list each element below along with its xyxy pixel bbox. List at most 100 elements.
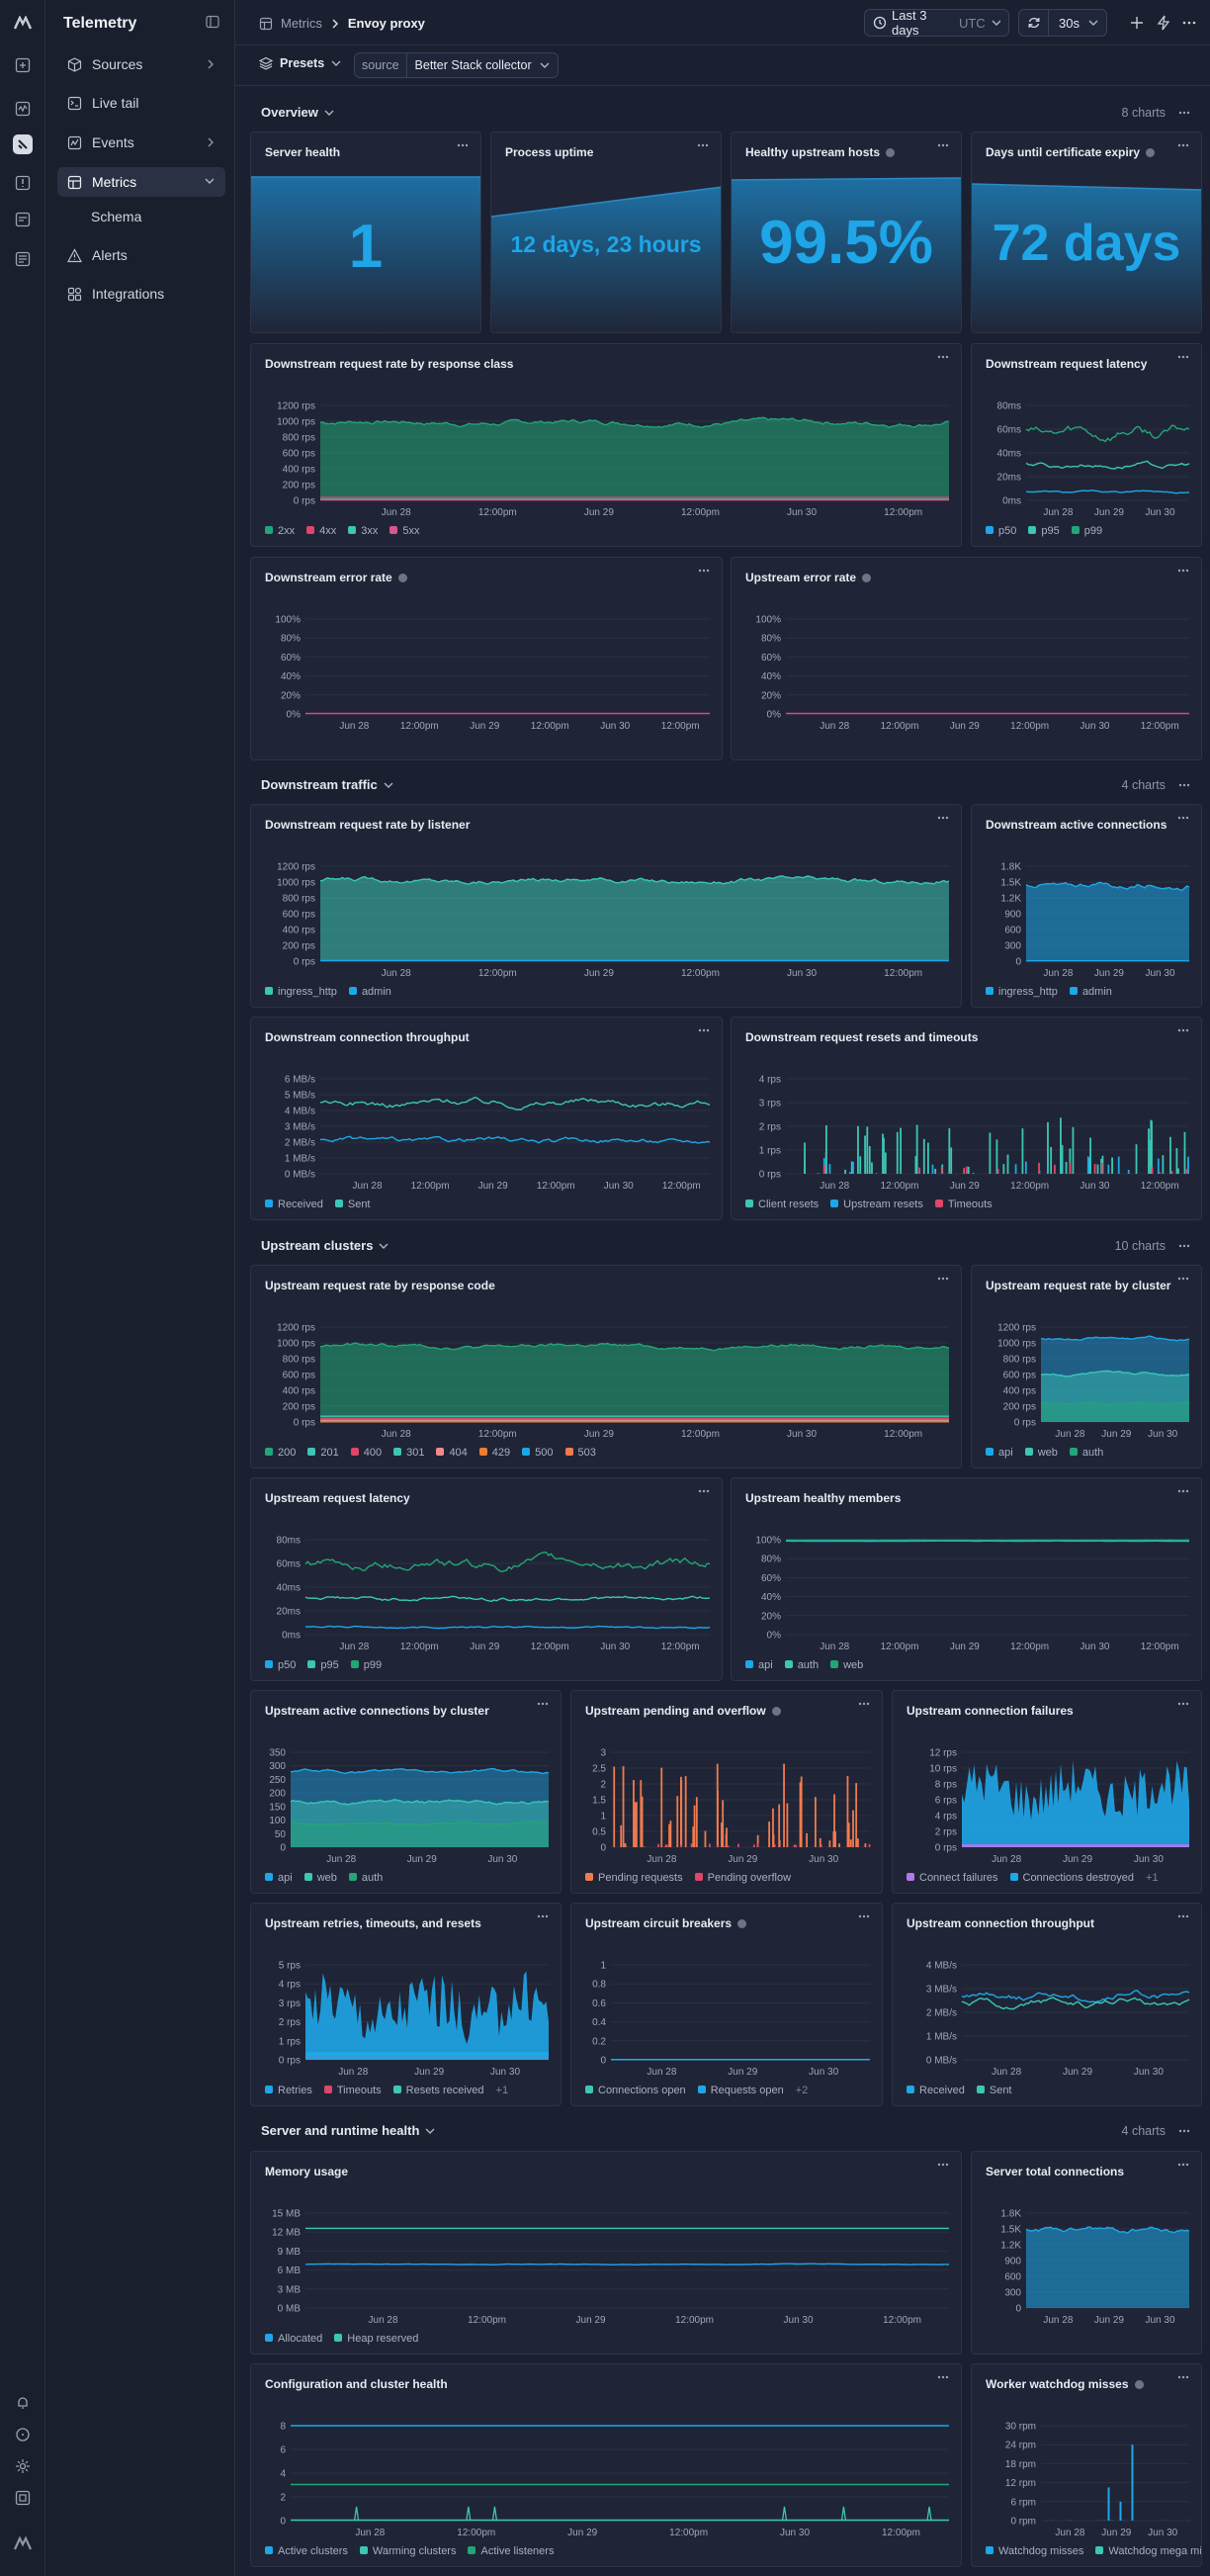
legend-item[interactable]: Allocated (265, 2333, 322, 2345)
legend-item[interactable]: p50 (986, 525, 1016, 537)
info-icon[interactable] (1146, 147, 1156, 157)
more-options-icon[interactable] (698, 1028, 710, 1032)
sidebar-item-schema[interactable]: Schema (81, 202, 225, 231)
add-icon[interactable] (13, 55, 33, 75)
legend-item[interactable]: auth (1069, 1447, 1103, 1459)
chart-card-c_drrt[interactable]: Downstream request resets and timeouts 4 … (731, 1017, 1202, 1220)
legend-item[interactable]: Received (907, 2085, 965, 2096)
legend-item[interactable]: p95 (1028, 525, 1060, 537)
info-icon[interactable] (737, 1918, 747, 1928)
legend-item[interactable]: api (986, 1447, 1013, 1459)
chart-card-c_dac[interactable]: Downstream active connections 1.8K 1.5K 1.2… (971, 804, 1202, 1008)
more-options-icon[interactable] (937, 1277, 949, 1281)
chart-card-c_stc[interactable]: Server total connections 1.8K 1.5K 1.2K 900 6… (971, 2151, 1202, 2354)
more-options-icon[interactable] (937, 355, 949, 359)
chart-card-c_urtr[interactable]: Upstream retries, timeouts, and resets 5 … (250, 1903, 562, 2106)
chart-card-c_der[interactable]: Downstream error rate 100% 80% 60% 40% 20% 0% J… (250, 557, 723, 760)
legend-item[interactable]: p50 (265, 1659, 296, 1671)
stat-card-server-health[interactable]: Server health 1 (250, 132, 481, 333)
legend-item[interactable]: Warming clusters (359, 2545, 456, 2557)
section-header-upstream-clusters[interactable]: Upstream clusters (261, 1238, 389, 1253)
stat-card-certificate-expiry[interactable]: Days until certificate expiry 72 days (971, 132, 1202, 333)
chart-card-c_drr[interactable]: Downstream request rate by response clas… (250, 343, 962, 547)
refresh-icon[interactable] (1019, 10, 1049, 36)
legend-item[interactable]: ingress_http (986, 986, 1058, 998)
bell-icon[interactable] (13, 2393, 33, 2413)
more-options-icon[interactable] (537, 1702, 549, 1706)
collapse-sidebar-icon[interactable] (206, 15, 219, 29)
info-icon[interactable] (1134, 2379, 1144, 2389)
legend-item[interactable]: Sent (976, 2085, 1012, 2096)
add-chart-icon[interactable] (1130, 16, 1144, 30)
chart-card-c_drl2[interactable]: Downstream request rate by listener 1200 … (250, 804, 962, 1008)
legend-item[interactable]: Active clusters (265, 2545, 348, 2557)
legend-item[interactable]: p95 (307, 1659, 339, 1671)
chart-card-c_wwm[interactable]: Worker watchdog misses 30 rpm 24 rpm 18 rpm… (971, 2363, 1202, 2567)
legend-item[interactable]: p99 (1071, 525, 1102, 537)
legend-item[interactable]: Active listeners (468, 2545, 554, 2557)
timerange-select[interactable]: Last 3 days UTC (864, 8, 1009, 38)
legend-item[interactable]: web (303, 1872, 337, 1884)
section-more-icon[interactable] (1178, 1244, 1190, 1248)
legend-item[interactable]: p99 (350, 1659, 382, 1671)
legend-item[interactable]: Connections open (585, 2085, 686, 2096)
section-header-server-runtime-health[interactable]: Server and runtime health (261, 2123, 435, 2138)
more-options-icon[interactable] (1177, 1028, 1189, 1032)
legend-item[interactable]: Upstream resets (830, 1199, 923, 1210)
legend-item[interactable]: 4xx (306, 525, 336, 537)
chart-card-c_mem[interactable]: Memory usage 15 MB 12 MB 9 MB 6 MB 3 MB 0 MB Ju… (250, 2151, 962, 2354)
refresh-control[interactable]: 30s (1018, 9, 1107, 37)
legend-item[interactable]: 2xx (265, 525, 295, 537)
legend-item[interactable]: Heap reserved (334, 2333, 418, 2345)
more-options-icon[interactable] (697, 143, 709, 147)
chart-card-c_urcl[interactable]: Upstream request rate by cluster 1200 rps… (971, 1265, 1202, 1468)
sidebar-item-events[interactable]: Events (57, 128, 225, 157)
more-options-icon[interactable] (698, 1489, 710, 1493)
breadcrumb-metrics[interactable]: Metrics (281, 16, 322, 31)
sidebar-item-alerts[interactable]: Alerts (57, 240, 225, 270)
lightning-icon[interactable] (1157, 15, 1170, 31)
more-options-icon[interactable] (937, 2375, 949, 2379)
legend-item[interactable]: 404 (436, 1447, 468, 1459)
logo-icon[interactable] (13, 13, 33, 33)
chart-card-c_drl[interactable]: Downstream request latency 80ms 60ms 40ms 20… (971, 343, 1202, 547)
more-options-icon[interactable] (1177, 1914, 1189, 1918)
legend-item[interactable]: 3xx (348, 525, 378, 537)
more-options-icon[interactable] (1177, 569, 1189, 573)
more-options-icon[interactable] (937, 143, 949, 147)
legend-item[interactable]: web (830, 1659, 863, 1671)
sidebar-item-metrics[interactable]: Metrics (57, 167, 225, 197)
legend-item[interactable]: 503 (564, 1447, 596, 1459)
legend-item[interactable]: Timeouts (934, 1199, 993, 1210)
more-options-icon[interactable] (937, 2163, 949, 2167)
sidebar-item-sources[interactable]: Sources (57, 49, 225, 79)
legend-item[interactable]: 400 (350, 1447, 382, 1459)
legend-item[interactable]: Pending overflow (694, 1872, 791, 1884)
more-options-icon[interactable] (1177, 2163, 1189, 2167)
more-options-icon[interactable] (858, 1914, 870, 1918)
legend-item[interactable]: Resets received (392, 2085, 484, 2096)
more-options-icon[interactable] (937, 816, 949, 820)
info-icon[interactable] (771, 1706, 781, 1716)
legend-item[interactable]: 429 (478, 1447, 510, 1459)
more-options-icon[interactable] (1177, 2375, 1189, 2379)
more-options-icon[interactable] (1177, 1702, 1189, 1706)
more-options-icon[interactable] (1182, 21, 1196, 25)
legend-item[interactable]: 5xx (389, 525, 420, 537)
legend-item[interactable]: Client resets (745, 1199, 819, 1210)
legend-item[interactable]: ingress_http (265, 986, 337, 998)
more-options-icon[interactable] (698, 569, 710, 573)
chart-card-c_ucb[interactable]: Upstream circuit breakers 1 0.8 0.6 0.4 0.2 0 J… (570, 1903, 883, 2106)
more-options-icon[interactable] (1177, 1277, 1189, 1281)
chart-card-c_uer[interactable]: Upstream error rate 100% 80% 60% 40% 20% 0% Jun… (731, 557, 1202, 760)
section-header-downstream-traffic[interactable]: Downstream traffic (261, 777, 393, 792)
chart-card-c_upo[interactable]: Upstream pending and overflow 3 2.5 2 1.5 1 0.… (570, 1690, 883, 1894)
more-options-icon[interactable] (537, 1914, 549, 1918)
legend-item[interactable]: Connections destroyed (1009, 1872, 1134, 1884)
more-options-icon[interactable] (1177, 355, 1189, 359)
legend-more[interactable]: +1 (495, 2085, 509, 2096)
legend-item[interactable]: admin (348, 986, 391, 998)
legend-item[interactable]: Watchdog mega misses (1095, 2545, 1201, 2557)
section-more-icon[interactable] (1178, 2129, 1190, 2133)
chart-card-c_dct[interactable]: Downstream connection throughput 6 MB/s 5 … (250, 1017, 723, 1220)
